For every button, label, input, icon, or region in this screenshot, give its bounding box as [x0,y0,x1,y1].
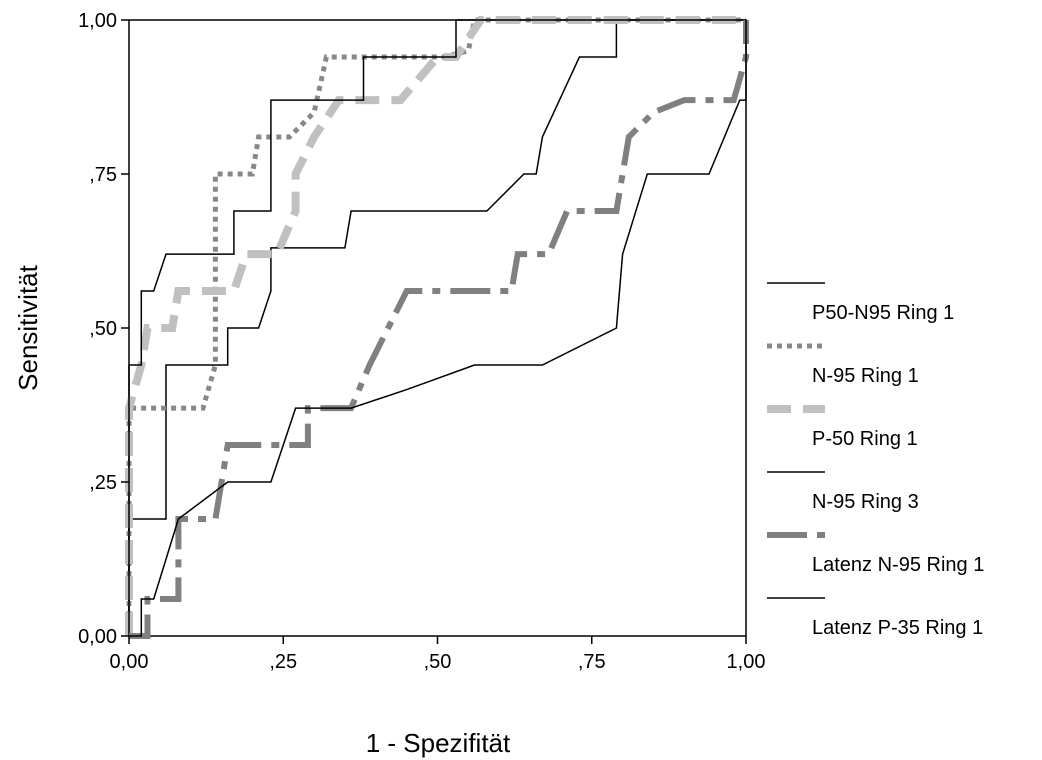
y-tick-label: 1,00 [78,10,117,32]
series-line-3 [125,16,746,636]
y-tick-label: ,50 [89,318,117,340]
series-line-2 [126,17,746,636]
x-tick-label: 1,00 [727,651,766,673]
x-tick-label: ,50 [424,651,452,673]
y-axis-title: Sensitivität [13,264,43,390]
y-tick-label: 0,00 [78,626,117,648]
legend-label-5: Latenz N-95 Ring 1 [812,554,984,576]
y-tick-label: ,25 [89,472,117,494]
plot-frame [128,19,747,637]
axes-layer: 0,00 ,25 ,50 ,75 1,00 0,00 ,25 ,50 ,75 1,00 [78,10,765,673]
x-tick-label: ,25 [269,651,297,673]
y-tick-label: ,75 [89,164,117,186]
legend-label-4: N-95 Ring 3 [812,491,919,513]
legend-label-3: P-50 Ring 1 [812,428,918,450]
series-line-4 [128,19,746,636]
series-line-5 [129,20,749,639]
legend-label-2: N-95 Ring 1 [812,365,919,387]
x-tick-label: ,75 [578,651,606,673]
legend-label-6: Latenz P-35 Ring 1 [812,617,983,639]
series-layer [125,16,749,639]
series-line-6 [129,20,747,637]
x-axis-title: 1 - Spezifität [366,728,511,758]
legend-label-1: P50-N95 Ring 1 [812,302,954,324]
x-tick-label: 0,00 [110,651,149,673]
legend: P50-N95 Ring 1 N-95 Ring 1 P-50 Ring 1 N-95… [767,282,984,639]
series-line-1 [128,19,746,636]
